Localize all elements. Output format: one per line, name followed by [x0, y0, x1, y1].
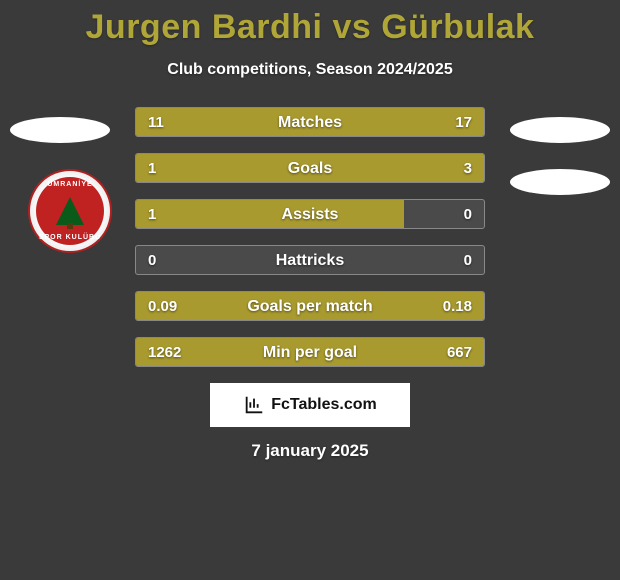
- stat-row: 1Assists0: [135, 199, 485, 229]
- tree-icon: [56, 197, 84, 225]
- page-subtitle: Club competitions, Season 2024/2025: [0, 61, 620, 79]
- crest-text-top: ÜMRANİYE: [47, 181, 92, 188]
- date-label: 7 january 2025: [0, 441, 620, 461]
- source-label: FcTables.com: [271, 396, 377, 414]
- stat-label: Matches: [136, 108, 484, 137]
- stat-value-right: 0: [464, 200, 472, 229]
- team-badge-right-placeholder-2: [510, 169, 610, 195]
- stat-label: Min per goal: [136, 338, 484, 367]
- stat-value-right: 3: [464, 154, 472, 183]
- stats-container: 11Matches171Goals31Assists00Hattricks00.…: [135, 107, 485, 367]
- stat-value-right: 667: [447, 338, 472, 367]
- stat-row: 0.09Goals per match0.18: [135, 291, 485, 321]
- stat-row: 11Matches17: [135, 107, 485, 137]
- stat-label: Goals: [136, 154, 484, 183]
- stat-value-right: 0.18: [443, 292, 472, 321]
- source-badge: FcTables.com: [210, 383, 410, 427]
- stat-value-right: 0: [464, 246, 472, 275]
- stat-row: 1Goals3: [135, 153, 485, 183]
- stat-label: Hattricks: [136, 246, 484, 275]
- chart-icon: [243, 394, 265, 416]
- crest-text-bottom: SPOR KULÜBÜ: [39, 234, 101, 241]
- stat-label: Assists: [136, 200, 484, 229]
- team-badge-left-placeholder: [10, 117, 110, 143]
- stat-row: 1262Min per goal667: [135, 337, 485, 367]
- crest-inner: ÜMRANİYE SPOR KULÜBÜ: [36, 177, 104, 245]
- team-crest-left: ÜMRANİYE SPOR KULÜBÜ: [28, 169, 112, 253]
- page-title: Jurgen Bardhi vs Gürbulak: [0, 0, 620, 47]
- stat-value-right: 17: [455, 108, 472, 137]
- team-badge-right-placeholder-1: [510, 117, 610, 143]
- stat-row: 0Hattricks0: [135, 245, 485, 275]
- comparison-content: ÜMRANİYE SPOR KULÜBÜ 11Matches17 1Goals3 1…: [0, 107, 620, 367]
- stat-label: Goals per match: [136, 292, 484, 321]
